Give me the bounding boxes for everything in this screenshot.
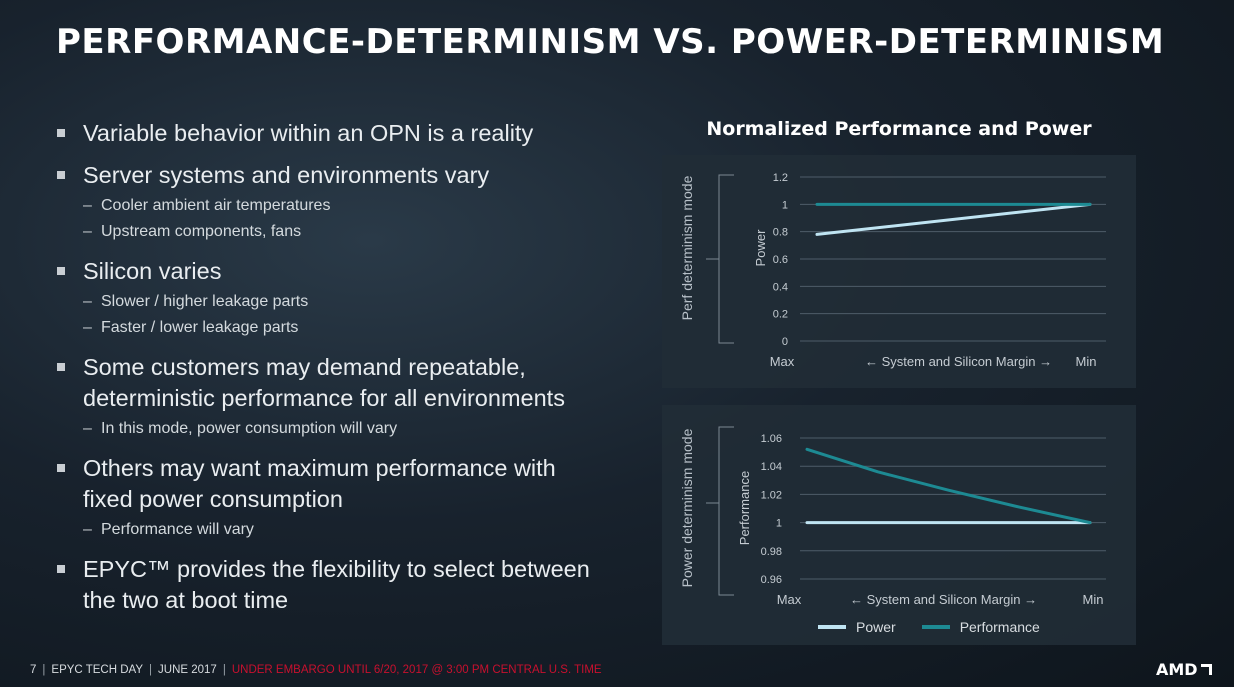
bullet-square-icon <box>57 129 65 137</box>
amd-arrow-icon <box>1200 664 1212 675</box>
bullet-item: EPYC™ provides the flexibility to select… <box>56 554 616 616</box>
y-tick-label: 0.6 <box>773 254 788 266</box>
mode-bracket <box>706 426 734 596</box>
dash-icon: – <box>83 319 92 336</box>
dash-icon: – <box>83 420 92 437</box>
bullet-list: Variable behavior within an OPN is a rea… <box>56 118 616 616</box>
y-tick-label: 1.2 <box>773 172 788 184</box>
bullet-item: Silicon varies – Slower / higher leakage p… <box>56 256 616 341</box>
page-number: 7 <box>30 664 37 676</box>
y-axis-label: Performance <box>737 471 752 545</box>
bullet-square-icon <box>57 464 65 472</box>
y-tick-label: 1.06 <box>761 433 782 445</box>
bullet-square-icon <box>57 171 65 179</box>
series-line-power <box>815 202 1092 236</box>
footer-separator: | <box>149 664 153 676</box>
dash-icon: – <box>83 223 92 240</box>
y-tick-label: 1 <box>782 199 788 211</box>
y-tick-label: 0.98 <box>761 546 782 558</box>
bullet-text: Variable behavior within an OPN is a rea… <box>83 120 534 146</box>
sub-bullet-list: – Performance will vary <box>83 517 616 543</box>
sub-bullet-list: – Slower / higher leakage parts – Faster / … <box>83 289 616 341</box>
x-axis-label: ← System and Silicon Margin → <box>850 592 1037 607</box>
bullet-square-icon <box>57 363 65 371</box>
power-determinism-chart-panel: Power determinism mode Performance 0.96 0.9… <box>662 405 1136 645</box>
y-tick-label: 0.96 <box>761 574 782 586</box>
sub-bullet-text: In this mode, power consumption will var… <box>101 420 398 437</box>
amd-logo: AMD <box>1156 660 1212 679</box>
sub-bullet-list: – Cooler ambient air temperatures – Upstrea… <box>83 193 616 245</box>
sub-bullet-list: – In this mode, power consumption will va… <box>83 416 616 442</box>
bullet-text: Server systems and environments vary <box>83 162 490 188</box>
footer-separator: | <box>42 664 46 676</box>
sub-bullet-text: Slower / higher leakage parts <box>101 293 309 310</box>
bullet-square-icon <box>57 565 65 573</box>
sub-bullet-item: – Performance will vary <box>83 517 616 543</box>
bullet-text: deterministic performance for all enviro… <box>83 385 565 411</box>
series-line-performance <box>805 447 1092 525</box>
footer-separator: | <box>222 664 226 676</box>
y-tick-label: 0 <box>782 336 788 348</box>
y-tick-label: 0.4 <box>773 281 788 293</box>
mode-label: Perf determinism mode <box>679 175 695 320</box>
y-tick-label: 1.04 <box>761 461 782 473</box>
sub-bullet-text: Upstream components, fans <box>101 223 302 240</box>
x-tick-label-min: Min <box>1083 592 1104 607</box>
sub-bullet-text: Faster / lower leakage parts <box>101 319 299 336</box>
x-axis-label: ← System and Silicon Margin → <box>865 354 1052 369</box>
bullet-text: the two at boot time <box>83 587 289 613</box>
legend-label-power: Power <box>856 619 896 635</box>
legend-swatch-performance <box>921 625 950 629</box>
dash-icon: – <box>83 521 92 538</box>
chart-legend: Power Performance <box>818 618 1040 636</box>
y-tick-label: 1 <box>776 518 782 530</box>
bullet-item: Server systems and environments vary – Coo… <box>56 160 616 245</box>
y-tick-label: 0.8 <box>773 227 788 239</box>
legend-label-performance: Performance <box>959 619 1040 635</box>
power-determinism-chart: Power determinism mode Performance 0.96 0.9… <box>679 426 1106 607</box>
sub-bullet-text: Cooler ambient air temperatures <box>101 197 331 214</box>
legend-item-performance: Performance <box>921 619 1040 635</box>
footer-event: EPYC TECH DAY <box>51 664 144 676</box>
bullet-square-icon <box>57 267 65 275</box>
bullet-item: Variable behavior within an OPN is a rea… <box>56 118 616 149</box>
perf-determinism-chart-panel: Perf determinism mode Power 0 0.2 0.4 0.6 0.8 1… <box>662 155 1136 388</box>
sub-bullet-item: – Faster / lower leakage parts <box>83 315 616 341</box>
legend-item-power: Power <box>818 619 896 635</box>
y-axis-label: Power <box>753 229 768 267</box>
bullet-item: Others may want maximum performance with… <box>56 453 616 543</box>
bullet-text: Silicon varies <box>83 258 222 284</box>
sub-bullet-item: – Slower / higher leakage parts <box>83 289 616 315</box>
footer: 7 | EPYC TECH DAY | JUNE 2017 | UNDER EMBARGO … <box>30 664 602 676</box>
x-tick-label-min: Min <box>1076 354 1097 369</box>
sub-bullet-item: – In this mode, power consumption will va… <box>83 416 616 442</box>
amd-logo-text: AMD <box>1156 660 1198 679</box>
chart-heading: Normalized Performance and Power <box>706 118 1092 140</box>
bullet-text: Others may want maximum performance with <box>83 455 556 481</box>
footer-embargo: UNDER EMBARGO UNTIL 6/20, 2017 @ 3:00 PM… <box>231 664 602 676</box>
y-tick-label: 1.02 <box>761 489 782 501</box>
perf-determinism-chart: Perf determinism mode Power 0 0.2 0.4 0.6 0.8 1… <box>679 172 1106 369</box>
slide-title: PERFORMANCE-DETERMINISM VS. POWER-DETERM… <box>56 22 1165 62</box>
mode-bracket <box>706 174 734 344</box>
sub-bullet-text: Performance will vary <box>101 521 254 538</box>
sub-bullet-item: – Upstream components, fans <box>83 219 616 245</box>
sub-bullet-item: – Cooler ambient air temperatures <box>83 193 616 219</box>
x-tick-label-max: Max <box>770 354 795 369</box>
y-tick-label: 0.2 <box>773 309 788 321</box>
bullet-item: Some customers may demand repeatable, det… <box>56 352 616 442</box>
x-tick-label-max: Max <box>777 592 802 607</box>
mode-label: Power determinism mode <box>679 428 695 587</box>
footer-date: JUNE 2017 <box>158 664 217 676</box>
dash-icon: – <box>83 197 92 214</box>
bullet-text: Some customers may demand repeatable, <box>83 354 526 380</box>
bullet-text: fixed power consumption <box>83 486 343 512</box>
legend-swatch-power <box>818 625 846 629</box>
dash-icon: – <box>83 293 92 310</box>
bullet-text: EPYC™ provides the flexibility to select… <box>83 556 590 582</box>
